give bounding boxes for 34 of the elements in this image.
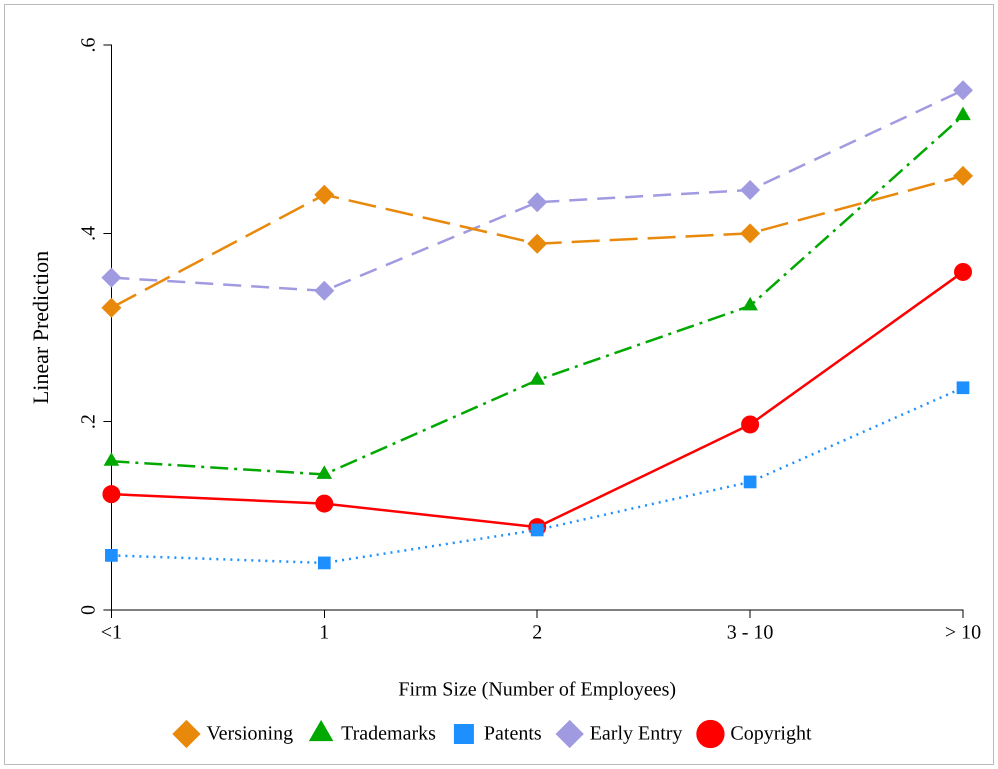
point	[105, 549, 118, 562]
x-tick-label: 1	[319, 621, 330, 644]
point	[314, 280, 334, 301]
point	[101, 298, 122, 318]
point	[953, 80, 973, 100]
legend-label: Versioning	[206, 722, 294, 744]
point	[315, 494, 334, 513]
point	[527, 234, 548, 254]
point	[314, 184, 334, 205]
point	[956, 381, 970, 394]
point	[101, 268, 122, 288]
legend-label: Patents	[484, 722, 542, 744]
x-axis-title: Firm Size (Number of Employees)	[398, 678, 676, 700]
x-tick-label: 3 - 10	[726, 621, 774, 644]
point	[740, 223, 760, 244]
point	[741, 415, 760, 434]
legend-label: Copyright	[730, 722, 812, 744]
legend-label: Trademarks	[341, 722, 436, 744]
point	[740, 180, 760, 200]
y-tick-label: 0	[78, 605, 100, 615]
x-tick-label: 2	[532, 621, 542, 644]
point	[102, 485, 120, 504]
point	[744, 476, 756, 488]
y-axis-title: Linear Prediction	[28, 250, 53, 404]
y-tick-label: .4	[78, 226, 100, 241]
y-tick-label: .2	[78, 414, 100, 430]
point	[953, 166, 973, 186]
x-tick-label: <1	[100, 621, 122, 644]
point	[527, 192, 548, 212]
point	[954, 262, 972, 281]
legend-label: Early Entry	[590, 722, 682, 744]
y-tick-label: .6	[78, 38, 100, 52]
point	[318, 556, 331, 570]
x-tick-label: > 10	[944, 621, 982, 644]
